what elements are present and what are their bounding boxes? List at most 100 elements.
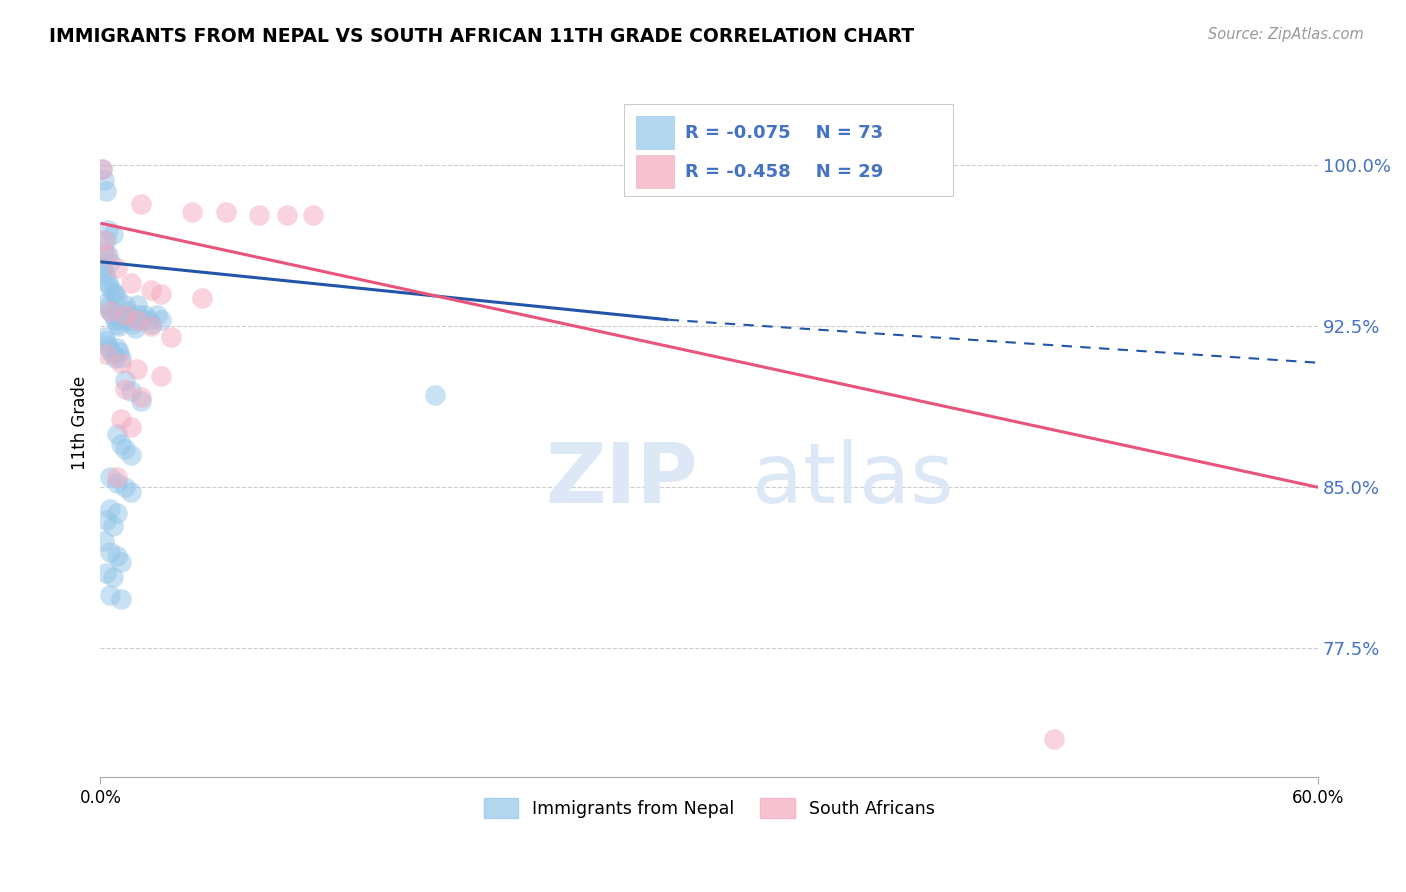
Point [111,313,134,327]
Point [129,196,152,211]
Point [150,287,173,301]
Point [124,321,146,335]
Point [96,269,118,284]
Point [120,384,142,398]
Point [110,437,132,451]
Text: Source: ZipAtlas.com: Source: ZipAtlas.com [1208,27,1364,42]
Point [150,368,173,383]
Point [134,309,156,323]
Point [105,291,128,305]
Point [96,566,118,581]
Point [110,309,132,323]
Point [105,261,128,276]
Point [96,512,118,526]
Point [121,317,143,331]
Point [105,317,128,331]
Point [114,309,136,323]
Point [101,347,124,361]
FancyBboxPatch shape [636,116,675,150]
Point [100,280,122,294]
Point [110,356,132,370]
Point [125,313,148,327]
Point [107,319,129,334]
Point [120,277,142,291]
Point [96,184,118,198]
Point [100,254,122,268]
Point [114,298,136,312]
Point [114,373,136,387]
FancyBboxPatch shape [624,104,953,196]
Point [100,545,122,559]
Point [125,298,148,312]
Point [247,208,270,222]
Text: ZIP: ZIP [546,439,697,520]
Point [93,266,115,280]
Point [101,519,124,533]
Point [138,313,160,327]
Point [105,426,128,441]
FancyBboxPatch shape [636,155,675,189]
Point [91,261,114,276]
Point [105,469,128,483]
Point [114,480,136,494]
Point [110,591,132,606]
Point [146,309,169,323]
Y-axis label: 11th Grade: 11th Grade [72,376,89,470]
Point [1043,731,1066,746]
Point [425,388,447,402]
Point [100,469,122,483]
Point [139,283,162,297]
Point [120,313,142,327]
Point [101,309,124,323]
Point [114,442,136,456]
Point [128,309,150,323]
Text: R = -0.075    N = 73: R = -0.075 N = 73 [685,124,883,142]
Point [215,205,238,219]
Point [160,330,183,344]
Text: R = -0.458    N = 29: R = -0.458 N = 29 [685,163,883,181]
Point [120,484,142,499]
Legend: Immigrants from Nepal, South Africans: Immigrants from Nepal, South Africans [477,791,942,825]
Point [93,330,115,344]
Point [120,420,142,434]
Point [100,304,122,318]
Point [97,222,120,236]
Point [96,248,118,262]
Point [125,362,148,376]
Point [139,319,162,334]
Point [93,233,115,247]
Point [105,475,128,490]
Point [100,304,122,318]
Point [96,233,118,247]
Point [93,173,115,187]
Text: IMMIGRANTS FROM NEPAL VS SOUTH AFRICAN 11TH GRADE CORRELATION CHART: IMMIGRANTS FROM NEPAL VS SOUTH AFRICAN 1… [49,27,914,45]
Point [129,390,152,404]
Point [101,227,124,241]
Point [110,556,132,570]
Text: atlas: atlas [752,439,953,520]
Point [103,351,125,366]
Point [100,501,122,516]
Point [114,382,136,396]
Point [91,162,114,177]
Point [105,549,128,563]
Point [276,208,298,222]
Point [139,317,162,331]
Point [191,291,214,305]
Point [97,300,120,314]
Point [97,277,120,291]
Point [118,309,141,323]
Point [97,248,120,262]
Point [93,244,115,258]
Point [110,351,132,366]
Point [129,394,152,409]
Point [120,448,142,462]
Point [101,285,124,299]
Point [93,533,115,548]
Point [100,343,122,357]
Point [115,304,138,318]
Point [96,295,118,310]
Point [105,341,128,355]
Point [107,345,129,359]
Point [100,588,122,602]
